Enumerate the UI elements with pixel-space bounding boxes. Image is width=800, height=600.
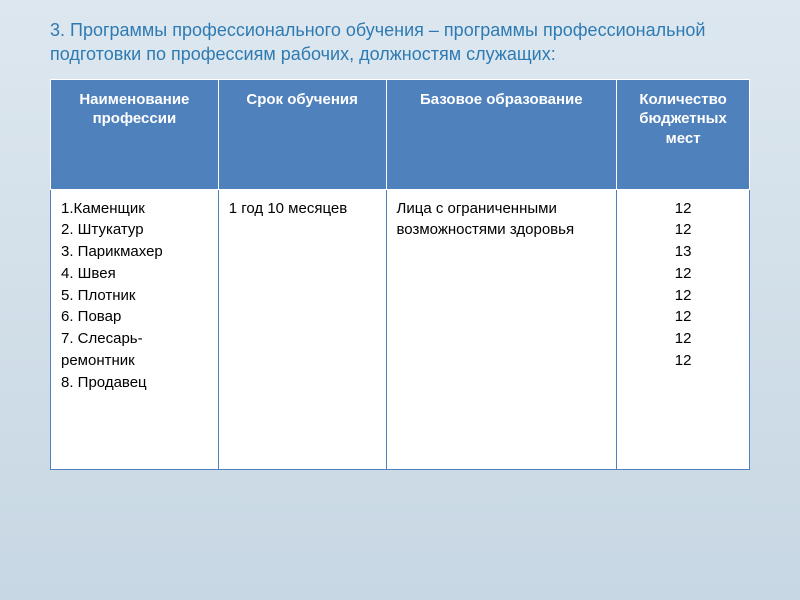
section-title: 3. Программы профессионального обучения … bbox=[50, 18, 750, 67]
table-header-row: Наименование профессии Срок обучения Баз… bbox=[51, 79, 750, 189]
cell-professions: 1.Каменщик 2. Штукатур 3. Парикмахер 4. … bbox=[51, 189, 219, 469]
cell-duration: 1 год 10 месяцев bbox=[218, 189, 386, 469]
header-profession: Наименование профессии bbox=[51, 79, 219, 189]
header-education: Базовое образование bbox=[386, 79, 617, 189]
cell-places: 12 12 13 12 12 12 12 12 bbox=[617, 189, 750, 469]
table-row: 1.Каменщик 2. Штукатур 3. Парикмахер 4. … bbox=[51, 189, 750, 469]
cell-education: Лица с ограниченными возможностями здоро… bbox=[386, 189, 617, 469]
header-duration: Срок обучения bbox=[218, 79, 386, 189]
programs-table: Наименование профессии Срок обучения Баз… bbox=[50, 79, 750, 470]
header-places: Количество бюджетных мест bbox=[617, 79, 750, 189]
